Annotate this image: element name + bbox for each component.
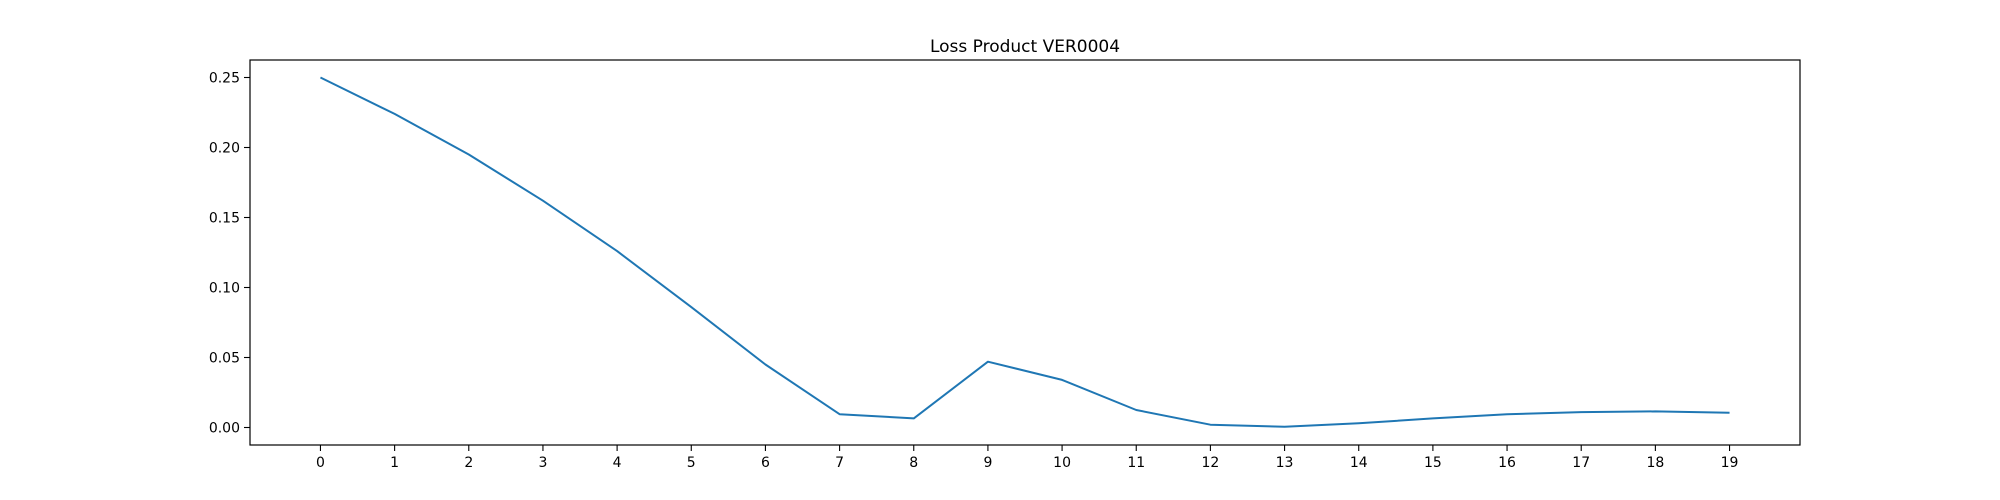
x-tick-label: 6 <box>761 455 770 471</box>
x-tick-label: 17 <box>1572 455 1590 471</box>
x-tick-label: 2 <box>464 455 473 471</box>
y-tick-label: 0.10 <box>209 281 240 297</box>
x-tick-label: 7 <box>835 455 844 471</box>
x-tick-label: 3 <box>538 455 547 471</box>
x-tick-label: 5 <box>687 455 696 471</box>
x-tick-label: 10 <box>1053 455 1071 471</box>
x-tick-label: 9 <box>983 455 992 471</box>
x-axis: 0 1 2 3 4 5 6 7 8 9 10 11 12 13 14 15 16 17 18 19 <box>316 445 1738 471</box>
x-tick-label: 14 <box>1350 455 1368 471</box>
x-tick-label: 12 <box>1201 455 1219 471</box>
y-tick-label: 0.15 <box>209 211 240 227</box>
series-line <box>320 76 1730 428</box>
x-tick-label: 0 <box>316 455 325 471</box>
x-tick-label: 15 <box>1424 455 1442 471</box>
x-tick-label: 18 <box>1646 455 1664 471</box>
series-layer <box>320 76 1730 428</box>
y-tick-label: 0.00 <box>209 421 240 437</box>
x-tick-label: 4 <box>613 455 622 471</box>
plot-area <box>249 59 1801 446</box>
y-tick-label: 0.20 <box>209 141 240 157</box>
y-axis: 0.00 0.05 0.10 0.15 0.20 0.25 <box>209 71 250 437</box>
x-tick-label: 13 <box>1276 455 1294 471</box>
x-tick-label: 16 <box>1498 455 1516 471</box>
y-tick-label: 0.25 <box>209 71 240 87</box>
x-tick-label: 11 <box>1127 455 1145 471</box>
chart-title: Loss Product VER0004 <box>930 37 1120 57</box>
x-tick-label: 8 <box>909 455 918 471</box>
x-tick-label: 19 <box>1721 455 1739 471</box>
y-tick-label: 0.05 <box>209 351 240 367</box>
x-tick-label: 1 <box>390 455 399 471</box>
